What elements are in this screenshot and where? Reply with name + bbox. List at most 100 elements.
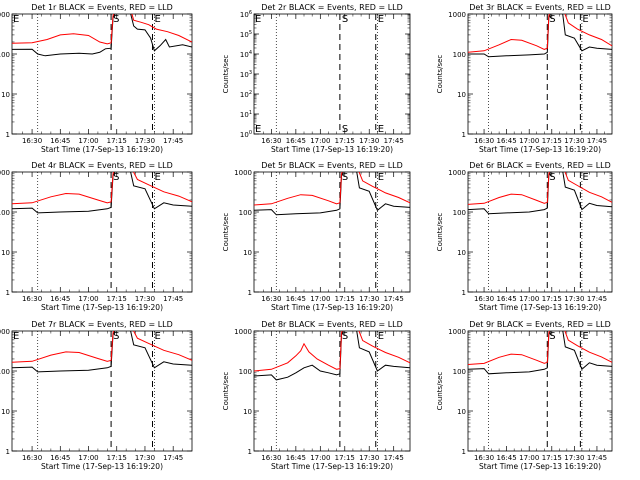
series-line-lld — [468, 172, 612, 205]
y-axis-label: Counts/sec — [436, 55, 444, 94]
series-line-lld — [12, 331, 192, 363]
x-tick-label: 16:45 — [50, 137, 70, 145]
y-tick-label: 104 — [240, 50, 252, 59]
y-tick-label: 105 — [240, 30, 252, 39]
series-line-events — [12, 331, 192, 373]
plot-frame — [467, 330, 613, 452]
y-axis-label: Counts/sec — [222, 372, 230, 411]
x-tick-label: 17:45 — [163, 454, 183, 462]
y-axis-label: Counts/sec — [436, 372, 444, 411]
panel-9: Det 9r BLACK = Events, RED = LLD 1 10 100 10… — [436, 320, 613, 471]
y-tick-label: 101 — [240, 110, 252, 119]
x-tick-label: 16:30 — [261, 295, 281, 303]
x-tick-label: 17:45 — [587, 295, 607, 303]
panel-title: Det 2r BLACK = Events, RED = LLD — [261, 3, 403, 12]
marker-label-top: S — [549, 14, 555, 25]
y-tick-label: 1000 — [0, 328, 10, 336]
series-line-lld — [468, 14, 612, 53]
y-tick-label: 100 — [453, 209, 466, 217]
y-tick-label: 1000 — [0, 169, 10, 177]
panel-1: Det 1r BLACK = Events, RED = LLD 1 10 100 10… — [0, 3, 193, 154]
y-tick-label: 1 — [248, 448, 252, 456]
x-tick-label: 17:30 — [135, 137, 155, 145]
y-tick-label: 1000 — [0, 11, 10, 19]
x-tick-label: 17:45 — [384, 295, 404, 303]
marker-label-top: E — [582, 331, 588, 342]
y-tick-label: 100 — [239, 209, 252, 217]
marker-label-top: S — [342, 331, 348, 342]
series-line-events — [254, 331, 410, 381]
panel-title: Det 4r BLACK = Events, RED = LLD — [31, 161, 173, 170]
y-tick-label: 1000 — [448, 11, 466, 19]
x-axis-label: Start Time (17-Sep-13 16:19:20) — [479, 145, 601, 154]
series-line-events — [12, 172, 192, 214]
series-line-lld — [254, 172, 410, 206]
panel-title: Det 1r BLACK = Events, RED = LLD — [31, 3, 173, 12]
plot-frame — [11, 171, 193, 293]
x-axis-label: Start Time (17-Sep-13 16:19:20) — [41, 462, 163, 471]
y-tick-label: 100 — [453, 368, 466, 376]
y-axis-label: Counts/sec — [436, 213, 444, 252]
marker-label-top: S — [113, 172, 119, 183]
y-tick-label: 100 — [0, 51, 10, 59]
x-tick-label: 17:00 — [78, 295, 98, 303]
y-tick-label: 100 — [239, 368, 252, 376]
x-tick-label: 16:30 — [22, 137, 42, 145]
marker-label-top: S — [113, 331, 119, 342]
marker-label-top: E — [378, 331, 384, 342]
x-tick-label: 17:00 — [78, 137, 98, 145]
plot-frame — [253, 13, 411, 135]
y-tick-label: 1 — [6, 289, 10, 297]
x-tick-label: 17:00 — [310, 295, 330, 303]
y-tick-label: 10 — [1, 249, 10, 257]
series-group — [468, 14, 612, 58]
marker-label-top: E — [154, 172, 160, 183]
marker-label-top: E — [154, 14, 160, 25]
series-line-events — [468, 172, 612, 215]
marker-label-bottom: S — [342, 124, 348, 135]
marker-label-top: S — [549, 331, 555, 342]
panel-title: Det 9r BLACK = Events, RED = LLD — [469, 320, 611, 329]
panel-3: Det 3r BLACK = Events, RED = LLD 1 10 100 10… — [436, 3, 613, 154]
panel-7: Det 7r BLACK = Events, RED = LLD 1 10 100 10… — [0, 320, 193, 471]
x-axis-label: Start Time (17-Sep-13 16:19:20) — [271, 462, 393, 471]
x-tick-label: 17:30 — [564, 137, 584, 145]
panel-title: Det 6r BLACK = Events, RED = LLD — [469, 161, 611, 170]
plot-frame — [253, 171, 411, 293]
panel-title: Det 7r BLACK = Events, RED = LLD — [31, 320, 173, 329]
x-tick-label: 17:30 — [135, 454, 155, 462]
x-tick-label: 16:30 — [22, 295, 42, 303]
x-tick-label: 17:30 — [359, 295, 379, 303]
y-tick-label: 1 — [462, 448, 466, 456]
x-tick-label: 17:15 — [107, 137, 127, 145]
panel-title: Det 5r BLACK = Events, RED = LLD — [261, 161, 403, 170]
x-tick-label: 17:30 — [564, 295, 584, 303]
y-tick-label: 10 — [243, 408, 252, 416]
plot-frame — [11, 330, 193, 452]
x-tick-label: 16:45 — [286, 454, 306, 462]
marker-label-top: S — [549, 172, 555, 183]
y-tick-label: 1000 — [234, 328, 252, 336]
x-tick-label: 17:45 — [587, 454, 607, 462]
x-tick-label: 17:15 — [542, 454, 562, 462]
y-tick-label: 10 — [457, 249, 466, 257]
x-axis-label: Start Time (17-Sep-13 16:19:20) — [271, 145, 393, 154]
x-tick-label: 17:30 — [359, 454, 379, 462]
x-tick-label: 17:45 — [163, 295, 183, 303]
marker-label-top: E — [378, 172, 384, 183]
x-tick-label: 17:15 — [107, 295, 127, 303]
y-tick-label: 10 — [457, 91, 466, 99]
y-tick-label: 100 — [0, 368, 10, 376]
series-group — [12, 172, 192, 214]
x-tick-label: 16:30 — [261, 137, 281, 145]
edge-label-bottom: E — [255, 124, 261, 135]
x-tick-label: 16:30 — [474, 454, 494, 462]
x-tick-label: 16:45 — [286, 295, 306, 303]
y-tick-label: 103 — [240, 70, 252, 79]
x-tick-label: 17:45 — [587, 137, 607, 145]
panel-title: Det 3r BLACK = Events, RED = LLD — [469, 3, 611, 12]
marker-label-top: S — [342, 172, 348, 183]
series-group — [254, 172, 410, 216]
x-tick-label: 16:45 — [497, 454, 517, 462]
